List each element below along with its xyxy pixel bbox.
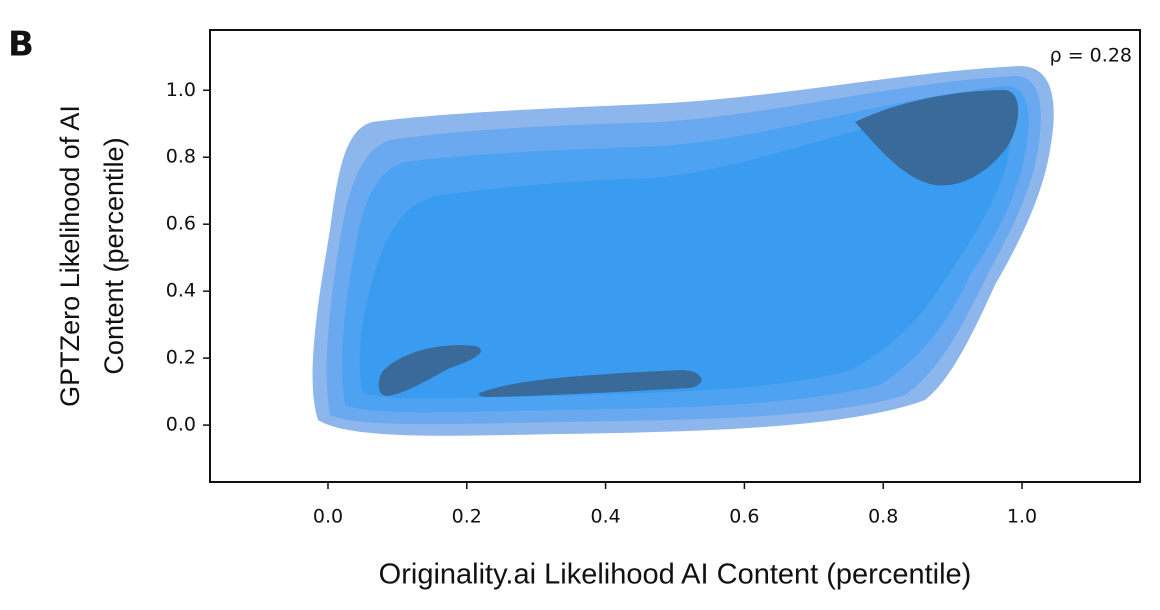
y-axis-label-line: GPTZero Likelihood of AI: [55, 105, 85, 407]
y-tick-label: 0.8: [166, 146, 196, 168]
contour: [359, 97, 1012, 399]
x-tick-label: 0.4: [590, 506, 620, 528]
annotation: ρ = 0.28: [1050, 45, 1132, 67]
plot-frame: [209, 29, 1141, 483]
x-tick-label: 0.2: [452, 506, 482, 528]
density-peak: [478, 370, 702, 397]
x-tick-label: 0.6: [729, 506, 759, 528]
density-contours: [312, 66, 1054, 436]
density-peak: [378, 345, 481, 396]
y-tick-label: 0.6: [166, 213, 196, 235]
y-tick-label: 1.0: [166, 79, 196, 101]
y-tick-label: 0.4: [166, 280, 196, 302]
x-axis-label: Originality.ai Likelihood AI Content (pe…: [379, 559, 972, 591]
y-tick-label: 0.0: [166, 414, 196, 436]
density-peak: [855, 90, 1019, 186]
y-tick-label: 0.2: [166, 347, 196, 369]
y-axis-label-line: Content (percentile): [99, 137, 129, 374]
x-tick-label: 0.8: [868, 506, 898, 528]
x-tick-label: 1.0: [1007, 506, 1037, 528]
x-tick-label: 0.0: [313, 506, 343, 528]
y-axis-label: GPTZero Likelihood of AI Content (percen…: [55, 105, 129, 407]
panel-label: B: [8, 25, 34, 65]
